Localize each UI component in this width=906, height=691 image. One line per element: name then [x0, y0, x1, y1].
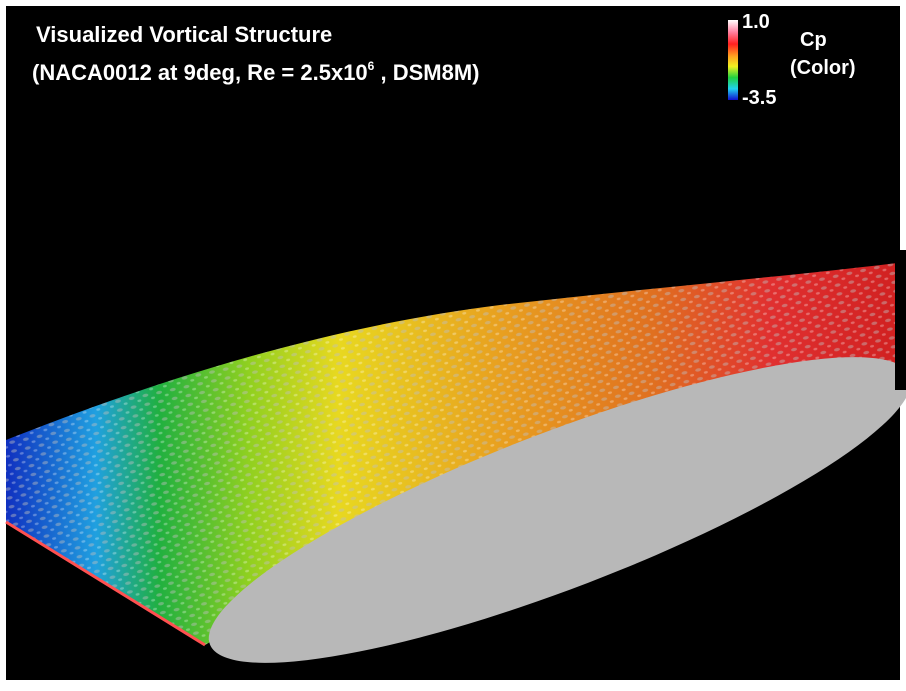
- visualization: Visualized Vortical Structure (NACA0012 …: [0, 0, 906, 686]
- colorbar: [728, 20, 738, 100]
- colorbar-note: (Color): [790, 57, 856, 79]
- colorbar-max: 1.0: [742, 11, 770, 33]
- colorbar-min: -3.5: [742, 87, 776, 109]
- title-text: (NACA0012 at 9deg, Re = 2.5x10: [32, 60, 368, 85]
- title-line-2: (NACA0012 at 9deg, Re = 2.5x106 , DSM8M): [32, 59, 479, 85]
- title-text-end: , DSM8M): [374, 60, 479, 85]
- title-line-1: Visualized Vortical Structure: [36, 22, 332, 47]
- colorbar-variable: Cp: [800, 29, 827, 51]
- edge-mask: [895, 250, 906, 390]
